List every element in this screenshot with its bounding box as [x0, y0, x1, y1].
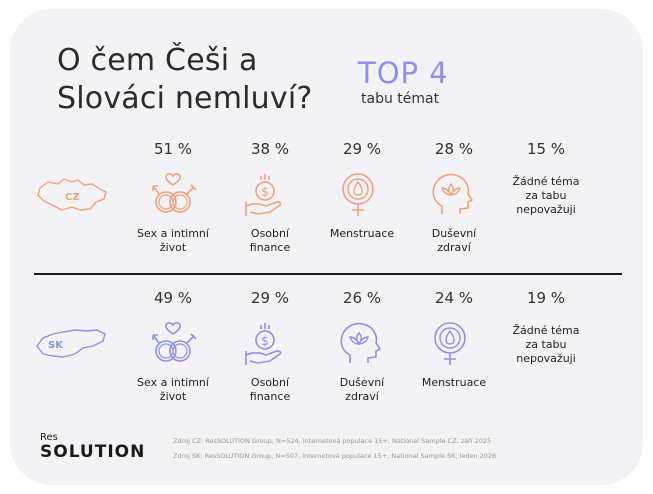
cz-none-label: Žádné téma za tabu nepovažuji [512, 175, 580, 216]
cz-value-1: 51 % [153, 140, 193, 158]
title-line-1: O čem Češi a [57, 43, 258, 78]
gender-rings-heart-icon [152, 173, 197, 213]
cz-value-2: 38 % [250, 140, 290, 158]
cz-none-value: 15 % [526, 140, 566, 158]
sk-none-value: 19 % [526, 289, 566, 307]
top4-subtitle: tabu témat [361, 91, 440, 107]
female-drop-icon [342, 173, 374, 216]
cz-value-3: 29 % [342, 140, 382, 158]
logo-solution: SOLUTION [40, 442, 146, 462]
divider [34, 273, 622, 275]
sk-label-1: Sex a intimní život [137, 376, 209, 403]
sk-value-3: 26 % [342, 289, 382, 307]
sk-label-3: Duševní zdraví [339, 376, 385, 403]
cz-value-4: 28 % [434, 140, 474, 158]
head-lotus-icon [340, 322, 381, 363]
sk-label-4: Menstruace [421, 376, 487, 389]
sk-value-2: 29 % [250, 289, 290, 307]
slovakia-map-icon: SK [36, 329, 106, 358]
infographic-card [10, 9, 643, 485]
czech-map-icon: CZ [37, 178, 107, 211]
svg-text:$: $ [261, 334, 269, 348]
female-drop-icon [434, 322, 466, 365]
sk-label-2: Osobní finance [249, 376, 291, 403]
money-hand-icon: $ [245, 174, 282, 216]
title-line-2: Slováci nemluví? [57, 81, 313, 116]
top4-heading: TOP 4 [358, 56, 449, 90]
svg-text:$: $ [261, 185, 269, 199]
cz-label-4: Duševní zdraví [431, 227, 477, 254]
source-sk: Zdroj SK: ResSOLUTION Group, N=507, inte… [173, 452, 497, 460]
page-title: O čem Češi a Slováci nemluví? [57, 42, 313, 118]
sk-map-label: SK [48, 340, 64, 351]
head-lotus-icon [432, 173, 473, 214]
sk-none-label: Žádné téma za tabu nepovažuji [512, 324, 580, 365]
cz-label-3: Menstruace [329, 227, 395, 240]
sk-value-1: 49 % [153, 289, 193, 307]
money-hand-icon: $ [245, 323, 282, 365]
source-cz: Zdroj CZ: ResSOLUTION Group, N=524, inte… [173, 437, 492, 445]
logo-res: Res [40, 432, 58, 443]
cz-map-label: CZ [65, 192, 80, 203]
sk-value-4: 24 % [434, 289, 474, 307]
cz-label-2: Osobní finance [249, 227, 291, 254]
cz-label-1: Sex a intimní život [137, 227, 209, 254]
gender-rings-heart-icon [152, 322, 197, 362]
